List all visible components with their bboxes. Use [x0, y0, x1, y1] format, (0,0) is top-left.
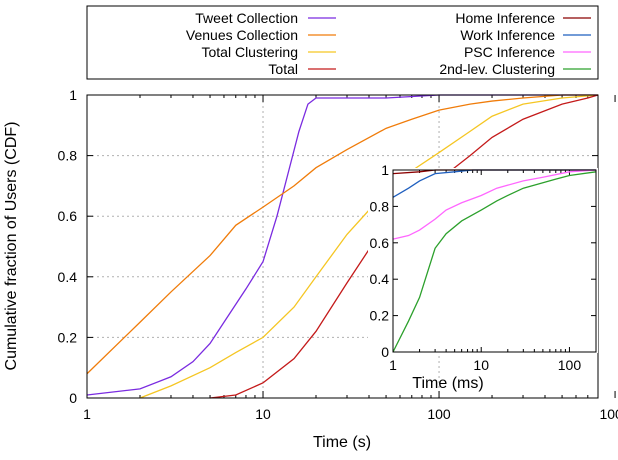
x-axis-label: Time (s)	[313, 434, 371, 451]
x-tick-label: 1000	[599, 406, 618, 422]
inset-y-tick-label: 0.2	[370, 308, 390, 324]
inset-y-tick-label: 0.6	[370, 235, 390, 251]
inset-x-axis-label: Time (ms)	[412, 375, 483, 392]
y-tick-label: 1	[69, 87, 77, 103]
legend-label: Home Inference	[455, 10, 555, 26]
inset-y-tick-label: 0.8	[370, 198, 390, 214]
inset-background	[368, 168, 598, 353]
inset-ticks: 0 0.2 0.4 0.6 0.8 1 1 10 100	[370, 162, 596, 373]
legend-label: Tweet Collection	[195, 10, 298, 26]
y-tick-label: 0.8	[58, 148, 78, 164]
x-tick-label: 10	[255, 406, 271, 422]
series-line-venues-collection	[86, 94, 598, 375]
legend-box	[86, 5, 599, 80]
inset-x-tick-label: 100	[558, 357, 582, 373]
y-tick-label: 0.6	[58, 208, 78, 224]
inset-x-tick-label: 1	[389, 357, 397, 373]
inset-series	[392, 169, 597, 353]
inset-y-tick-label: 0.4	[370, 271, 390, 287]
legend-label: Venues Collection	[186, 27, 298, 43]
legend-label: Work Inference	[460, 27, 555, 43]
y-tick-label: 0	[69, 390, 77, 406]
series-line-tweet-collection	[86, 94, 598, 396]
inset-series-line-2nd-lev-clustering	[392, 171, 597, 353]
y-tick-label: 0.4	[58, 269, 78, 285]
main-ticks: 00.20.40.60.811101001000	[58, 87, 618, 422]
inset-plot-frame	[392, 169, 597, 353]
x-tick-label: 100	[427, 406, 451, 422]
legend-label: PSC Inference	[464, 44, 555, 60]
x-tick-label: 1	[83, 406, 91, 422]
y-tick-label: 0.2	[58, 329, 78, 345]
inset-y-tick-label: 1	[381, 162, 389, 178]
legend-label: 2nd-lev. Clustering	[439, 61, 555, 77]
inset-y-tick-label: 0	[381, 344, 389, 360]
y-axis-label: Cumulative fraction of Users (CDF)	[3, 122, 20, 371]
legend-label: Total Clustering	[202, 44, 299, 60]
legend-label: Total	[268, 61, 298, 77]
inset-series-line-psc-inference	[392, 169, 597, 240]
inset-x-tick-label: 10	[473, 357, 489, 373]
